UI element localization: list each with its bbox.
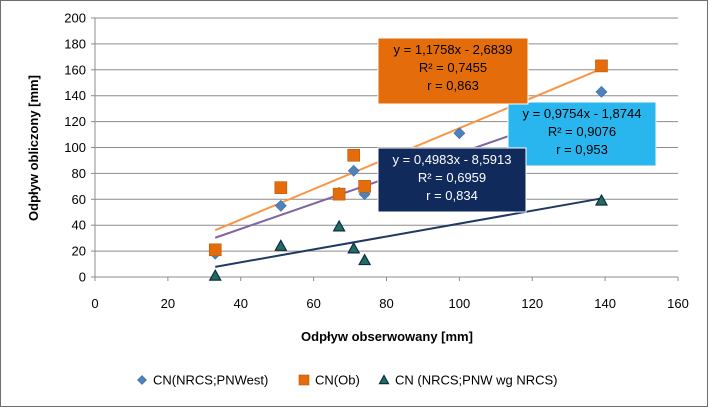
x-tick-label-140: 140: [594, 296, 616, 311]
legend-marker-series-1: [298, 374, 310, 386]
data-point-s1-p2: [332, 187, 346, 201]
data-point-s2-p2: [332, 219, 346, 232]
legend-label-series-1: CN(Ob): [315, 373, 360, 388]
y-tick-label-140: 140: [64, 88, 86, 103]
y-tick-label-0: 0: [79, 270, 86, 285]
data-point-s2-p1: [274, 239, 288, 251]
y-tick-label-100: 100: [64, 140, 86, 155]
equation-line-s2-2: r = 0,834: [426, 188, 478, 203]
data-point-s0-p1: [274, 199, 287, 212]
y-tick-label-40: 40: [72, 218, 86, 233]
x-tick-label-80: 80: [379, 296, 393, 311]
legend-label-series-2: CN (NRCS;PNW wg NRCS): [395, 373, 558, 388]
equation-line-s0-2: r = 0,953: [556, 142, 608, 157]
x-tick-label-0: 0: [91, 296, 98, 311]
equation-box-series-2: [377, 147, 527, 213]
data-point-s0-p3: [347, 164, 360, 177]
trendline-equation-boxes: y = 0,9754x - 1,8744 R² = 0,9076 r = 0,953…: [377, 37, 657, 213]
y-axis-title: Odpływ obliczony [mm]: [26, 75, 41, 221]
data-point-s0-p5: [453, 127, 466, 140]
y-tick-label-120: 120: [64, 114, 86, 129]
data-point-s2-p4: [358, 253, 372, 266]
legend: CN(NRCS;PNWest) CN(Ob) CN (NRCS;PNW wg NRC…: [137, 373, 558, 388]
data-point-s2-p0: [208, 268, 222, 281]
data-point-s2-p3: [347, 241, 361, 254]
data-points: [208, 59, 609, 281]
equation-line-s2-0: y = 0,4983x - 8,5913: [393, 152, 512, 167]
y-tick-label-200: 200: [64, 11, 86, 26]
x-tick-label-60: 60: [306, 296, 320, 311]
x-tick-label-20: 20: [161, 296, 175, 311]
data-point-s0-p6: [595, 85, 608, 98]
y-tick-label-20: 20: [72, 244, 86, 259]
data-point-s1-p1: [274, 181, 288, 194]
axes: 0 20 40 60 80 100 120 140 160 180 200 0 20 40 60 80 100 1…: [64, 11, 689, 312]
y-tick-label-160: 160: [64, 62, 86, 77]
x-tick-label-120: 120: [521, 296, 543, 311]
x-tick-label-160: 160: [667, 296, 689, 311]
x-tick-label-100: 100: [449, 296, 471, 311]
legend-marker-series-2: [378, 374, 390, 385]
data-point-s1-p5: [595, 59, 608, 73]
equation-line-s1-0: y = 1,1758x - 2,6839: [394, 42, 513, 57]
y-tick-label-60: 60: [72, 192, 86, 207]
equation-box-series-0: [507, 101, 657, 167]
equation-line-s0-0: y = 0,9754x - 1,8744: [523, 106, 642, 121]
equation-line-s1-2: r = 0,863: [427, 78, 479, 93]
data-point-s1-p3: [347, 148, 361, 162]
y-tick-label-180: 180: [64, 36, 86, 51]
x-tick-label-40: 40: [234, 296, 248, 311]
legend-label-series-0: CN(NRCS;PNWest): [153, 373, 268, 388]
data-point-s1-p4: [358, 180, 371, 193]
equation-box-series-1: [377, 37, 529, 105]
equation-line-s0-1: R² = 0,9076: [548, 124, 616, 139]
trendline-series-2: [215, 197, 602, 268]
y-tick-label-80: 80: [72, 166, 86, 181]
legend-marker-series-0: [137, 375, 147, 385]
x-axis-title: Odpływ obserwowany [mm]: [301, 329, 473, 344]
equation-line-s2-1: R² = 0,6959: [418, 170, 486, 185]
data-point-s1-p0: [208, 243, 222, 257]
data-point-s2-p5: [594, 193, 609, 206]
equation-line-s1-1: R² = 0,7455: [419, 60, 487, 75]
